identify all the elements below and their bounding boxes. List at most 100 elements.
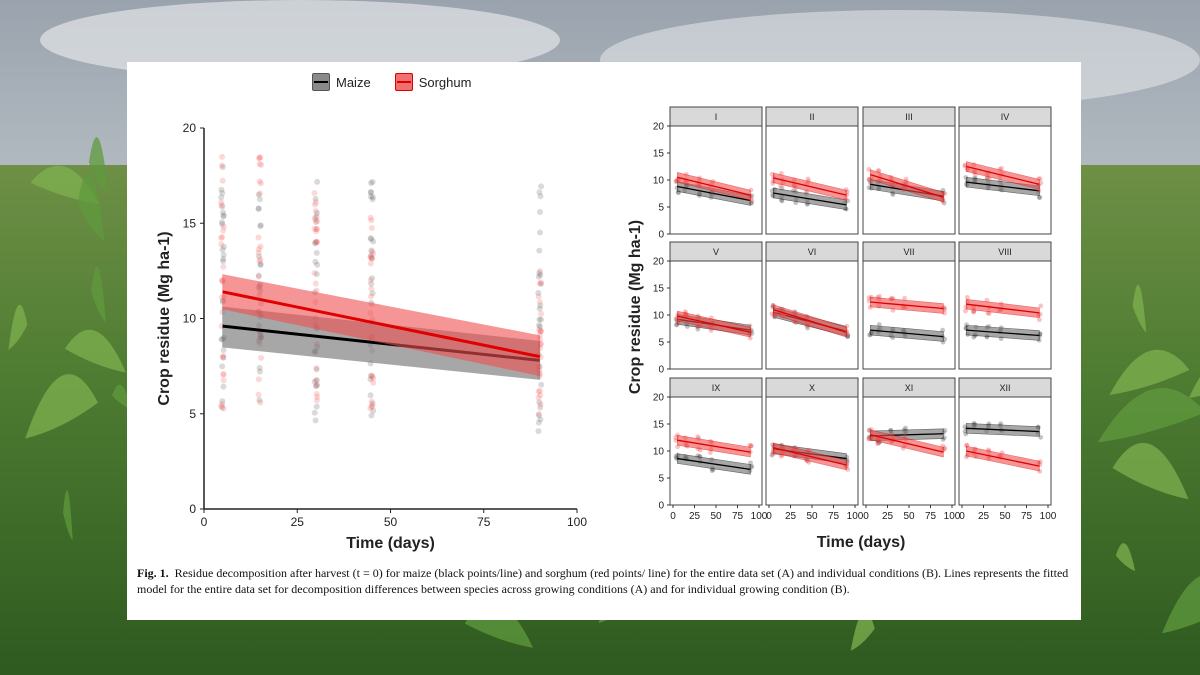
panel-a-maize-point [257,262,264,269]
panel-b-x-tick-label: 75 [1021,511,1033,522]
panel-b-x-tick-label: 0 [766,511,772,522]
panel-a-sorghum-point [220,377,227,384]
maize-legend-key [312,73,330,91]
panel-b-x-axis-label: Time (days) [817,534,906,551]
panel-a-sorghum-point [314,394,321,401]
panel-a-sorghum-point [368,403,375,410]
panel-a-sorghum-point [368,293,375,300]
panel-a-maize-point [257,222,264,229]
panel-a-maize-point [220,212,227,219]
panel-a-maize-point [368,372,375,379]
panel-a-maize-point [537,229,544,236]
panel-a-sorghum-point [255,391,262,398]
panel-a-sorghum-point [535,394,542,401]
panel-a-sorghum-point [312,208,319,215]
panel-a-maize-point [369,275,376,282]
panel-a-maize-point [313,403,320,410]
panel-a-maize-point [312,239,319,246]
panel-b-x-tick-label: 75 [732,511,744,522]
panel-a-maize-point [368,236,375,243]
facet-sorghum-point [695,434,701,440]
leaf-shape [1162,576,1200,634]
panel-a-sorghum-point [256,154,263,161]
panel-a-sorghum-point [368,217,375,224]
panel-a-maize-point [536,269,543,276]
leaf-shape [112,384,131,410]
panel-a-maize-point [220,209,227,216]
panel-b-y-tick-label: 0 [658,365,664,376]
panel-a-maize-point [369,196,376,203]
panel-a-x-axis-label: Time (days) [346,535,435,552]
panel-a-sorghum-point [256,160,263,167]
panel-a-maize-point [536,189,543,196]
panel-a-maize-point [313,377,320,384]
panel-a-sorghum-point [218,241,225,248]
panel-a-maize-point [368,412,375,419]
panel-a-maize-point [255,191,262,198]
leaf-shape [1132,284,1147,333]
panel-a-sorghum-point [368,255,375,262]
panel-a-y-axis-label: Crop residue (Mg ha-1) [156,231,173,405]
facet-sorghum-fit-line [773,308,847,333]
facet-sorghum-fit-line [677,176,751,196]
facet-sorghum-point [984,297,990,303]
panel-a-maize-point [257,261,264,268]
panel-a-maize-point [369,400,376,407]
panel-a-sorghum-point [313,226,320,233]
panel-a-sorghum-point [313,225,320,232]
panel-a-sorghum-point [368,254,375,261]
panel-a-maize-point [256,196,263,203]
panel-a-maize-point [367,189,374,196]
panel-a-sorghum-point [218,202,225,209]
panel-a-sorghum-point [256,155,263,162]
panel-a-sorghum-point [257,154,264,161]
facet-sorghum-point [868,179,874,184]
panel-b-x-tick-label: 50 [903,511,915,522]
panel-a-maize-point [220,354,227,361]
panel-a-maize-point [538,280,545,287]
panel-a-maize-point [218,219,225,226]
panel-a-maize-point [219,404,226,411]
panel-b-x-tick-label: 100 [944,511,961,522]
panel-a-sorghum-point [537,328,544,335]
panel-a-sorghum-point [537,328,544,335]
facet-sorghum-point [875,441,881,447]
facet-maize-point [1037,194,1042,200]
facet-label: VI [808,247,817,257]
facet-label: XII [999,383,1010,393]
panel-a-maize-point [312,218,319,225]
panel-a-maize-point [255,272,262,279]
facet-sorghum-fit-line [966,165,1040,185]
panel-a-sorghum-point [536,326,543,333]
panel-b-y-tick-label: 15 [653,420,665,431]
facet-maize-point [779,198,785,204]
panel-a-sorghum-point [313,397,320,404]
leaf-shape [25,374,98,439]
panel-b-y-tick-label: 20 [653,257,665,268]
panel-b-x-tick-label: 25 [785,511,797,522]
panel-b-y-tick-label: 5 [658,203,664,214]
panel-a-sorghum-point [537,279,544,286]
panel-a-sorghum-point [257,354,264,361]
panel-a-maize-point [536,305,543,312]
panel-a-sorghum-point [370,379,377,386]
panel-a-sorghum-point [313,390,320,397]
panel-a-maize-point [255,205,262,212]
panel-a-sorghum-point [220,371,227,378]
panel-a-sorghum-point [255,246,262,253]
panel-a-sorghum-point [313,377,320,384]
panel-a-sorghum-point [536,280,543,287]
panel-a-maize-point [220,213,227,220]
panel-a-sorghum-point [537,328,544,335]
panel-b-x-tick-label: 100 [847,511,864,522]
panel-a-sorghum-point [256,178,263,185]
panel-a-sorghum-point [312,199,319,206]
facet-maize-fit-line [966,427,1040,433]
panel-a-sorghum-point [220,405,227,412]
panel-a-maize-point [369,194,376,201]
panel-a-maize-point [535,419,542,426]
panel-a-maize-point [220,251,227,258]
facet-sorghum-point [805,176,811,182]
facet-maize-point [709,468,715,474]
leaf-shape [8,304,28,350]
